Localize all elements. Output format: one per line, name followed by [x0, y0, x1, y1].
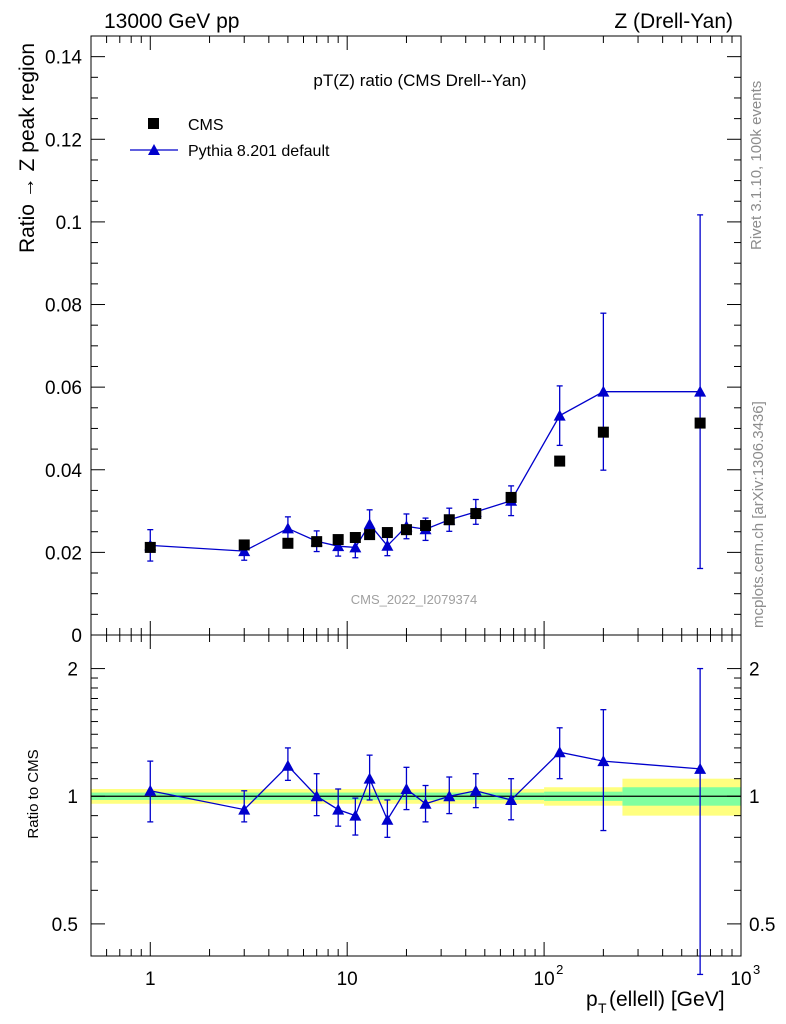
cms-point — [597, 426, 609, 438]
cms-point — [694, 417, 706, 429]
ratio-point — [505, 793, 518, 805]
cms-point — [470, 508, 482, 520]
ratio-point — [381, 813, 394, 825]
rivet-label: Rivet 3.1.10, 100k events — [748, 81, 765, 250]
pythia-point — [349, 541, 362, 553]
pythia-point — [381, 539, 394, 551]
ratio-ytick-label-right: 2 — [749, 660, 760, 681]
pythia-point — [238, 545, 251, 557]
ratio-point — [349, 809, 362, 821]
ratio-point — [694, 762, 707, 774]
ratio-ytick-label-right: 1 — [749, 787, 760, 808]
x-tick-label: 10 — [730, 969, 751, 990]
ratio-y-axis-label: Ratio to CMS — [25, 749, 42, 838]
cms-point — [282, 537, 294, 549]
main-ytick-label: 0.04 — [45, 461, 82, 482]
pythia-point — [363, 518, 376, 530]
ratio-ytick-label-left: 2 — [67, 660, 78, 681]
x-tick-label: 10 — [337, 969, 358, 990]
cms-point — [443, 514, 455, 526]
pythia-point — [694, 385, 707, 397]
cms-point — [420, 520, 432, 532]
ratio-point — [310, 790, 323, 802]
ratio-data — [144, 667, 707, 976]
x-axis-label-sub: T — [598, 1000, 607, 1016]
ratio-ytick-label-left: 1 — [67, 787, 78, 808]
legend-cms-label: CMS — [188, 117, 224, 134]
x-tick-exponent: 2 — [556, 962, 563, 977]
cms-point — [238, 539, 250, 551]
channel-label: Z (Drell-Yan) — [614, 10, 733, 33]
x-tick-exponent: 3 — [753, 962, 760, 977]
x-tick-label: 1 — [145, 969, 156, 990]
cms-point — [505, 491, 517, 503]
ratio-ytick-label-right: 0.5 — [749, 915, 775, 936]
mcplots-label: mcplots.cern.ch [arXiv:1306.3436] — [750, 401, 767, 628]
x-axis-label: p T (ellell) [GeV] — [586, 988, 725, 1016]
pythia-line — [150, 391, 701, 552]
main-panel: 0 0.02 0.04 0.06 0.08 0.1 0.12 0.14 CMS_2022_I2… — [16, 35, 742, 647]
main-ytick-label: 0.02 — [45, 543, 82, 564]
pythia-point — [281, 522, 294, 534]
legend-pythia-marker — [148, 144, 160, 155]
ratio-line — [150, 751, 701, 822]
ratio-point — [553, 746, 566, 758]
main-ytick-label: 0.14 — [45, 48, 82, 69]
main-ytick-label: 0.1 — [56, 213, 82, 234]
cms-point — [381, 527, 393, 539]
legend-pythia-label: Pythia 8.201 default — [188, 143, 330, 160]
cms-point — [332, 534, 344, 546]
analysis-watermark: CMS_2022_I2079374 — [351, 592, 478, 607]
cms-point — [349, 532, 361, 544]
ratio-point — [597, 755, 610, 767]
main-ytick-label: 0.12 — [45, 130, 82, 151]
cms-point — [311, 536, 323, 548]
ratio-point — [332, 803, 345, 815]
main-ytick-label: 0 — [71, 626, 82, 647]
ratio-ytick-label-left: 0.5 — [52, 915, 78, 936]
ratio-point — [144, 784, 157, 796]
legend-cms-marker — [148, 118, 159, 129]
legend: CMS Pythia 8.201 default — [130, 117, 330, 160]
main-ytick-label: 0.06 — [45, 378, 82, 399]
x-axis-label-p: p — [586, 988, 598, 1011]
ratio-point — [469, 784, 482, 796]
ratio-point — [281, 759, 294, 771]
ratio-point — [363, 772, 376, 784]
pythia-point — [332, 540, 345, 552]
cms-point — [144, 541, 156, 553]
main-data — [144, 214, 707, 570]
ratio-point — [443, 790, 456, 802]
plot-title: pT(Z) ratio (CMS Drell--Yan) — [313, 71, 526, 90]
pythia-point — [597, 385, 610, 397]
x-axis-label-rest: (ellell) [GeV] — [609, 988, 725, 1011]
main-ytick-label: 0.08 — [45, 296, 82, 317]
ratio-frame — [90, 634, 742, 957]
cms-point — [400, 524, 412, 536]
pythia-point — [553, 409, 566, 421]
cms-point — [364, 529, 376, 541]
main-y-axis-label: Ratio → Z peak region — [16, 43, 39, 253]
ratio-point — [419, 797, 432, 809]
x-tick-label: 10 — [534, 969, 555, 990]
ratio-point — [400, 783, 413, 795]
cms-point — [554, 455, 566, 467]
ratio-panel: 0.5 0.51 12 21 10 10 2 10 3 Ratio to CMS — [25, 634, 775, 990]
ratio-point — [238, 803, 251, 815]
process-label: 13000 GeV pp — [104, 10, 239, 33]
